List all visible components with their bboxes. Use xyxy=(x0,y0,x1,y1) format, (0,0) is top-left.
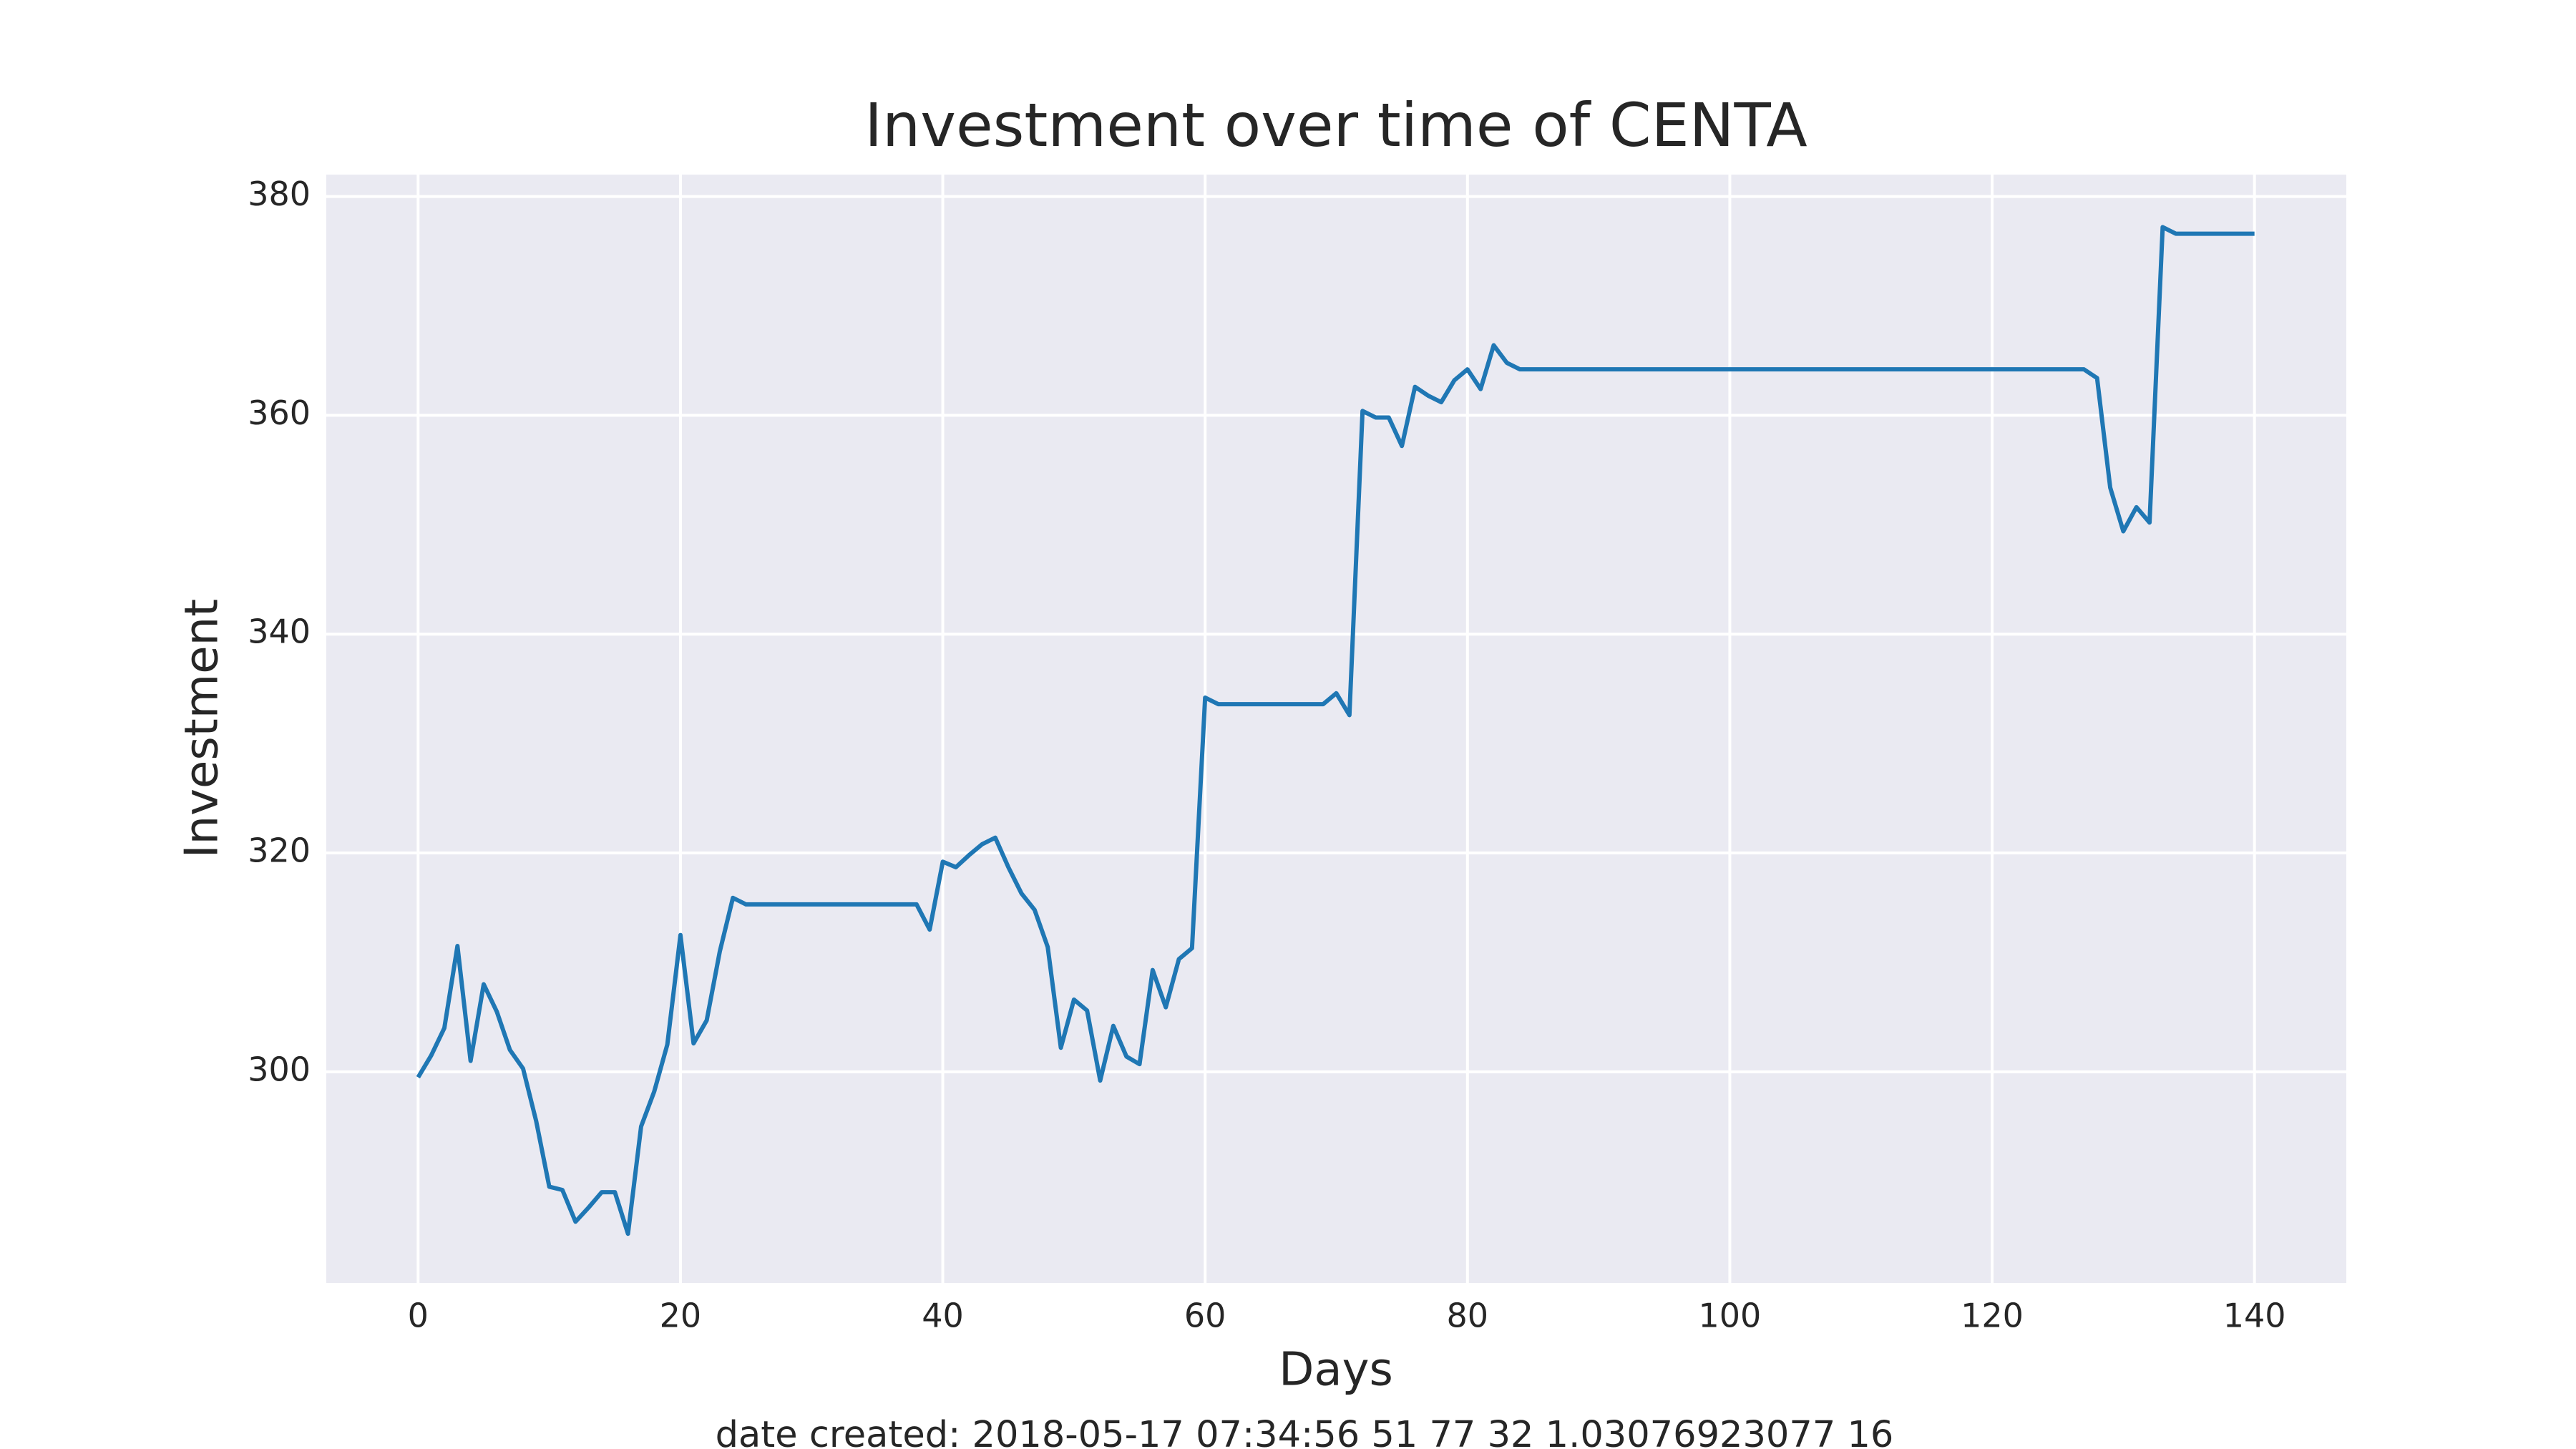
y-axis-label: Investment xyxy=(176,599,229,859)
x-axis-label: Days xyxy=(1279,1344,1393,1397)
x-tick-label: 40 xyxy=(922,1297,964,1335)
x-tick-label: 120 xyxy=(1961,1297,2024,1335)
data-line xyxy=(416,225,2255,1236)
x-tick-label: 20 xyxy=(660,1297,702,1335)
y-tick-label: 300 xyxy=(248,1050,311,1088)
x-tick-label: 60 xyxy=(1184,1297,1226,1335)
footer-note: date created: 2018-05-17 07:34:56 51 77 … xyxy=(716,1414,1894,1449)
marks xyxy=(416,225,2255,1236)
x-tick-label: 100 xyxy=(1699,1297,1762,1335)
grid xyxy=(326,175,2346,1283)
y-tick-label: 360 xyxy=(248,394,311,432)
y-tick-label: 320 xyxy=(248,831,311,870)
chart-title: Investment over time of CENTA xyxy=(864,90,1807,160)
x-tick-label: 0 xyxy=(408,1297,429,1335)
plot-area xyxy=(326,175,2346,1283)
y-tick-label: 340 xyxy=(248,613,311,651)
y-tick-label: 380 xyxy=(248,175,311,213)
x-tick-label: 140 xyxy=(2223,1297,2286,1335)
x-tick-label: 80 xyxy=(1447,1297,1489,1335)
